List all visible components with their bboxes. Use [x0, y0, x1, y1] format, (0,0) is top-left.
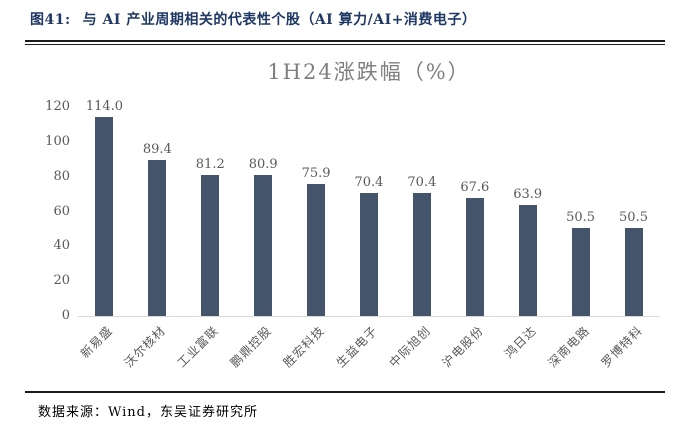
footer-divider — [25, 391, 665, 393]
y-axis-tick-label: 60 — [53, 203, 70, 219]
y-axis-tick-label: 100 — [45, 133, 70, 149]
bar-slot: 89.4 — [131, 107, 184, 316]
y-axis-tick-label: 120 — [45, 99, 70, 114]
bar — [95, 117, 114, 316]
bar-value-label: 114.0 — [85, 99, 124, 115]
bar — [465, 198, 484, 316]
bar — [148, 160, 167, 316]
bar-slot: 50.5 — [554, 107, 607, 316]
bar-value-label: 67.6 — [460, 180, 490, 196]
bar-slot: 81.2 — [184, 107, 237, 316]
bar-slot: 70.4 — [395, 107, 448, 316]
bar-slot: 114.0 — [78, 99, 131, 316]
bar — [201, 174, 220, 316]
bar-value-label: 70.4 — [407, 175, 437, 191]
bar-value-label: 50.5 — [566, 210, 596, 226]
bar-value-label: 50.5 — [619, 210, 648, 226]
bar — [624, 228, 643, 316]
bar — [307, 183, 326, 316]
bar-slot: 50.5 — [607, 107, 660, 316]
chart-title: 1H24涨跌幅（%） — [267, 60, 471, 84]
bar-slot: 67.6 — [448, 107, 501, 316]
bar-slot: 80.9 — [237, 107, 290, 316]
bar-value-label: 70.4 — [354, 175, 384, 191]
bar-value-label: 63.9 — [513, 186, 543, 202]
header-divider — [25, 40, 665, 45]
bar-slot: 63.9 — [501, 107, 554, 316]
y-axis-tick-label: 20 — [53, 273, 70, 289]
plot-area: 114.0 89.4 81.2 80.9 75.9 70.4 70.4 67.6 63.9 50.… — [78, 99, 660, 317]
y-axis-tick-label: 40 — [53, 238, 70, 254]
figure-number-label: 图41: — [30, 12, 71, 28]
figure-header: 图41: 与 AI 产业周期相关的代表性个股（AI 算力/AI+消费电子） — [30, 9, 476, 29]
bar-value-label: 89.4 — [142, 142, 172, 158]
bar — [359, 193, 378, 316]
bar-value-label: 81.2 — [195, 156, 225, 172]
bar — [254, 175, 273, 316]
source-note: 数据来源：Wind，东吴证券研究所 — [38, 405, 258, 420]
bar — [518, 204, 537, 316]
bar — [571, 228, 590, 316]
bar-slot: 70.4 — [343, 107, 396, 316]
bar — [412, 193, 431, 316]
figure-title: 与 AI 产业周期相关的代表性个股（AI 算力/AI+消费电子） — [82, 12, 477, 28]
y-axis-tick-label: 80 — [53, 168, 70, 184]
y-axis-tick-label: 0 — [61, 308, 70, 323]
bar-value-label: 75.9 — [301, 165, 331, 181]
bar-value-label: 80.9 — [248, 157, 278, 173]
bar-slot: 75.9 — [290, 107, 343, 316]
